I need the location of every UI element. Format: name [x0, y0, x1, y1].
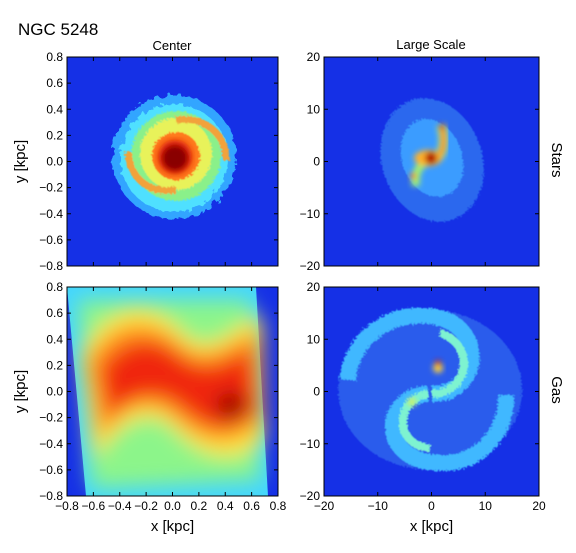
knot-southwest [408, 398, 416, 406]
x-tick-label: −20 [314, 499, 335, 513]
y-tick-label: −0.6 [39, 233, 63, 247]
y-tick-label: 20 [307, 50, 321, 64]
y-tick-label: −0.8 [39, 259, 63, 273]
axes-layer: −0.8−0.6−0.4−0.20.00.20.40.60.8y [kpc]−2… [12, 50, 546, 535]
spiral-arm-lower [124, 151, 177, 195]
panel-gas-large [324, 287, 539, 496]
x-tick-label: −0.6 [82, 499, 106, 513]
y-tick-label: 0.8 [46, 280, 63, 294]
y-tick-label: 0.0 [46, 385, 63, 399]
y-tick-label: −10 [300, 437, 321, 451]
y-tick-label: 20 [307, 280, 321, 294]
column-title-large-scale: Large Scale [396, 37, 465, 52]
x-tick-label: 0.8 [270, 499, 287, 513]
y-tick-label: 0.6 [46, 306, 63, 320]
y-tick-label: 10 [307, 102, 321, 116]
panel-stars-center [67, 57, 278, 266]
axes-panel-3: −0.8−0.6−0.4−0.20.00.20.40.60.8−0.8 −0.6−… [12, 280, 287, 535]
x-tick-label: 0.4 [217, 499, 234, 513]
y-tick-label: 0.4 [46, 102, 63, 116]
y-tick-label: −0.4 [39, 437, 63, 451]
x-tick-label: −0.8 [55, 499, 79, 513]
y-tick-label: 10 [307, 332, 321, 346]
x-tick-label: 0.6 [243, 499, 260, 513]
knot-north [433, 363, 443, 373]
y-tick-label: 0.4 [46, 332, 63, 346]
row-label-stars: Stars [548, 142, 565, 177]
x-tick-label: −10 [368, 499, 389, 513]
y-axis-label: y [kpc] [12, 370, 29, 413]
y-tick-label: 0 [313, 155, 320, 169]
panel-gas-center [67, 287, 278, 496]
peak [435, 360, 441, 366]
figure-title: NGC 5248 [18, 20, 98, 39]
x-tick-label: 0.2 [191, 499, 208, 513]
nucleus [425, 152, 437, 164]
y-tick-label: −0.6 [39, 463, 63, 477]
y-tick-label: −0.2 [39, 181, 63, 195]
spiral-arm-south [385, 386, 515, 472]
y-tick-label: 0.0 [46, 155, 63, 169]
x-axis-label: x [kpc] [410, 518, 453, 535]
y-tick-label: −0.4 [39, 207, 63, 221]
y-tick-label: −20 [300, 259, 321, 273]
x-tick-label: 0 [428, 499, 435, 513]
peak [216, 392, 248, 420]
y-tick-label: −0.2 [39, 411, 63, 425]
x-axis-label: x [kpc] [151, 518, 194, 535]
axes-panel-2: −20 −10 0 10 20 [300, 50, 540, 273]
x-tick-label: −0.4 [108, 499, 132, 513]
y-tick-label: 0.2 [46, 128, 63, 142]
x-tick-label: −0.2 [134, 499, 158, 513]
x-tick-label: 20 [532, 499, 546, 513]
spiral-arm-north-inner [431, 329, 468, 398]
y-tick-label: 0.6 [46, 76, 63, 90]
column-title-center: Center [152, 38, 192, 53]
knot-sw [410, 173, 416, 179]
y-tick-label: 0 [313, 385, 320, 399]
axes-panel-4: −20 −10 0 10 20 −20 −10 0 10 20 x [kpc] [300, 280, 546, 535]
y-tick-label: 0.2 [46, 358, 63, 372]
core-darkred [162, 145, 188, 171]
spiral-arm-upper [175, 115, 230, 161]
x-tick-label: 0.0 [164, 499, 181, 513]
panel-stars-large [324, 57, 539, 266]
y-tick-label: −10 [300, 207, 321, 221]
knot-ne [439, 124, 445, 130]
y-tick-label: −20 [300, 489, 321, 503]
y-axis-label: y [kpc] [12, 140, 29, 183]
y-tick-label: −0.8 [39, 489, 63, 503]
spiral-arm-south-inner [398, 390, 431, 452]
row-label-gas: Gas [548, 376, 565, 404]
x-tick-label: 10 [479, 499, 493, 513]
y-tick-label: 0.8 [46, 50, 63, 64]
axes-panel-1: −0.8 −0.6 −0.4 −0.2 0.0 0.2 0.4 0.6 0.8 y [kpc] [12, 50, 279, 273]
